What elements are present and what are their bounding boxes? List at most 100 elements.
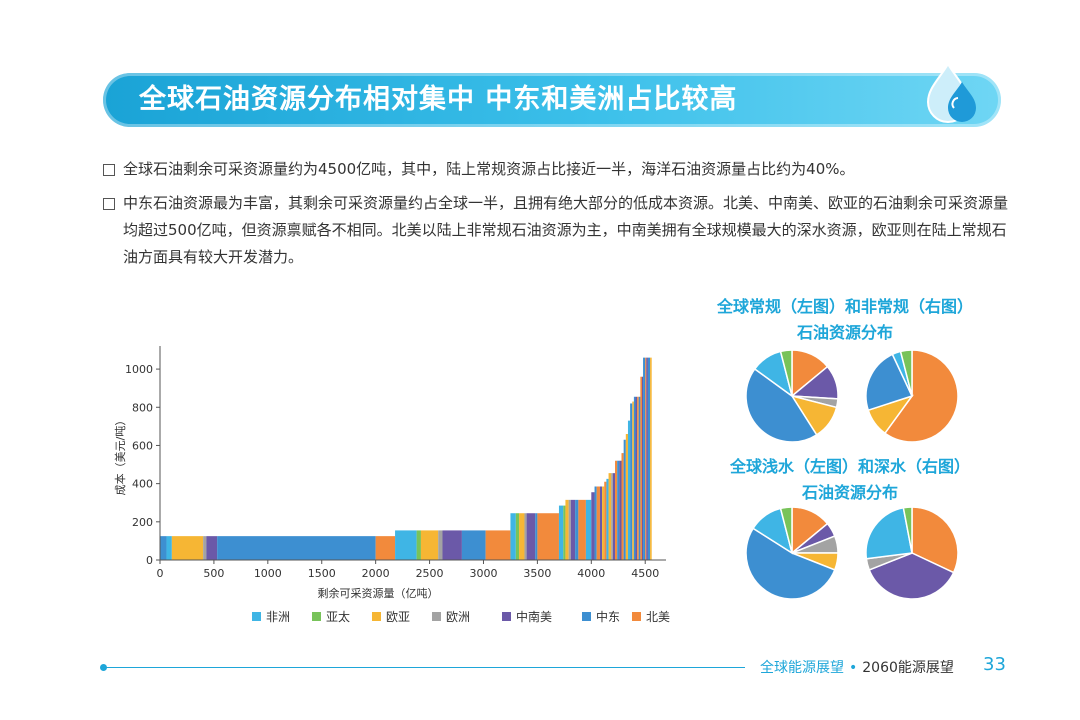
bar-segment <box>524 513 527 560</box>
bar-segment <box>461 530 486 560</box>
bar-segment <box>438 530 443 560</box>
y-tick-label: 0 <box>146 554 153 567</box>
bar-segment <box>217 536 376 560</box>
bar-segment <box>575 499 579 560</box>
bar-segment <box>171 536 204 560</box>
legend-label: 欧洲 <box>446 610 470 624</box>
bar-segment <box>585 499 592 560</box>
bullet-text: 中东石油资源最为丰富，其剩余可采资源量约占全球一半，且拥有绝大部分的低成本资源。… <box>123 194 1009 266</box>
bar-segment <box>627 420 631 560</box>
bullet-item: 全球石油剩余可采资源量约为4500亿吨，其中，陆上常规资源占比接近一半，海洋石油… <box>103 156 1008 183</box>
bar-segment <box>625 434 628 560</box>
bar-segment <box>594 486 597 560</box>
legend-swatch <box>432 612 441 621</box>
bar-segment <box>565 499 569 560</box>
bar-segment <box>606 478 609 560</box>
bar-segment <box>485 530 511 560</box>
bar-segment <box>619 460 622 560</box>
title-banner: 全球石油资源分布相对集中 中东和美洲占比较高 <box>103 73 1001 127</box>
bar-segment <box>623 439 626 560</box>
legend-label: 亚太 <box>326 609 350 624</box>
bar-segment <box>395 530 417 560</box>
legend-swatch <box>312 612 321 621</box>
pie-title-line: 全球常规（左图）和非常规（右图） <box>716 297 973 316</box>
pie-slice <box>779 506 793 554</box>
bar-segment <box>604 481 607 560</box>
pie-charts <box>745 349 959 600</box>
pie-slice <box>745 367 818 443</box>
x-tick-label: 500 <box>203 567 224 580</box>
bar-segment <box>641 376 644 560</box>
x-tick-label: 2000 <box>362 567 390 580</box>
bar-segment <box>640 376 642 560</box>
pie-slice <box>865 506 913 560</box>
checkbox-square-icon <box>103 164 115 176</box>
legend-label: 中东 <box>596 609 620 624</box>
pie-slice <box>865 353 914 412</box>
x-tick-label: 3500 <box>523 567 551 580</box>
bar-segment <box>645 357 647 560</box>
bar-segment <box>612 473 616 560</box>
pie-slice <box>902 506 913 554</box>
bar-segment <box>632 401 634 560</box>
pie-title-line: 石油资源分布 <box>801 483 898 502</box>
bar-segment <box>608 473 612 560</box>
legend-label: 北美 <box>646 610 670 624</box>
bar-segment <box>621 453 624 560</box>
bullet-item: 中东石油资源最为丰富，其剩余可采资源量约占全球一半，且拥有绝大部分的低成本资源。… <box>103 190 1008 271</box>
bar-segment <box>416 530 421 560</box>
bar-segment <box>570 499 576 560</box>
bar-segment <box>650 357 652 560</box>
bar-segment <box>646 357 648 560</box>
pie-slice <box>779 349 793 397</box>
bullet-text: 全球石油剩余可采资源量约为4500亿吨，其中，陆上常规资源占比接近一半，海洋石油… <box>123 160 855 178</box>
pie-slice <box>745 527 836 600</box>
bar-segment <box>633 396 636 560</box>
bar-segment <box>630 403 633 560</box>
bar-segment <box>537 513 559 560</box>
footer-separator: • <box>849 660 858 676</box>
pie-slice <box>911 506 959 574</box>
pie-slice <box>883 349 959 443</box>
x-tick-label: 4000 <box>577 567 605 580</box>
legend-label: 欧亚 <box>386 610 410 624</box>
bar-segment <box>375 536 396 560</box>
bar-segment <box>602 486 605 560</box>
y-tick-label: 200 <box>132 516 153 529</box>
legend-swatch <box>372 612 381 621</box>
legend-swatch <box>502 612 511 621</box>
pie-title-line: 全球浅水（左图）和深水（右图） <box>729 457 970 476</box>
x-tick-label: 1500 <box>308 567 336 580</box>
y-axis-label: 成本（美元/吨） <box>113 415 127 496</box>
y-tick-label: 1000 <box>125 363 153 376</box>
bar-segment <box>596 486 600 560</box>
bar-segment <box>637 396 639 560</box>
x-tick-label: 4500 <box>631 567 659 580</box>
bar-segment <box>591 492 595 560</box>
bar-segment <box>643 357 646 560</box>
page-number: 33 <box>983 654 1006 675</box>
bar-segment <box>420 530 439 560</box>
pie-slice <box>899 349 913 397</box>
bar-segment <box>647 357 651 560</box>
x-tick-label: 0 <box>157 567 164 580</box>
bar-segment <box>558 505 564 560</box>
bar-segment <box>635 396 638 560</box>
x-tick-label: 2500 <box>416 567 444 580</box>
footer-right: 2060能源展望 <box>862 660 954 676</box>
x-tick-label: 1000 <box>254 567 282 580</box>
bar-segment <box>526 513 536 560</box>
pie-title-water-depth: 全球浅水（左图）和深水（右图） 石油资源分布 <box>710 454 990 506</box>
bar-segment <box>510 513 516 560</box>
y-tick-label: 800 <box>132 401 153 414</box>
footer-left: 全球能源展望 <box>760 660 844 676</box>
bar-segment <box>638 396 641 560</box>
legend-label: 中南美 <box>516 609 552 624</box>
bar-segment <box>568 499 571 560</box>
bullet-list: 全球石油剩余可采资源量约为4500亿吨，其中，陆上常规资源占比接近一半，海洋石油… <box>103 156 1008 278</box>
pie-slice <box>868 552 955 600</box>
footer: 全球能源展望 • 2060能源展望 <box>760 657 954 677</box>
water-drop-icon <box>926 61 976 123</box>
bar-segment <box>563 505 566 560</box>
legend-swatch <box>632 612 641 621</box>
